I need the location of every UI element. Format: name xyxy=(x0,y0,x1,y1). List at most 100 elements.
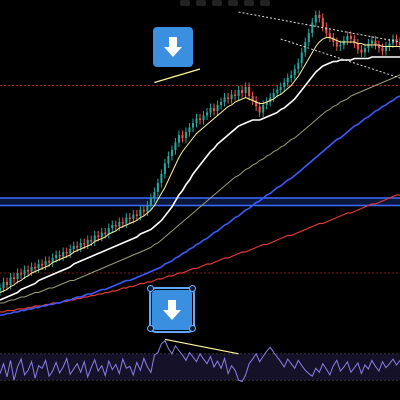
candle-body xyxy=(290,75,293,78)
candle-body xyxy=(321,18,324,27)
candle xyxy=(367,39,370,53)
selection-handle[interactable] xyxy=(189,325,196,332)
candle-body xyxy=(104,232,107,234)
candle-body xyxy=(174,142,177,150)
price-chart[interactable] xyxy=(0,0,400,330)
ma-red-line xyxy=(0,194,400,313)
candle-body xyxy=(363,48,366,53)
candle-body xyxy=(83,243,86,245)
candle xyxy=(69,244,72,258)
candle xyxy=(353,34,356,48)
selection-handle[interactable] xyxy=(147,285,154,292)
candle-body xyxy=(132,214,135,219)
candle xyxy=(128,213,131,224)
candle-body xyxy=(160,174,163,183)
candle xyxy=(388,39,391,51)
candle xyxy=(335,37,338,51)
candle-body xyxy=(367,43,370,48)
divergence-line-price xyxy=(154,68,201,84)
candle-body xyxy=(220,102,223,105)
candle-body xyxy=(311,22,314,33)
candle-body xyxy=(37,264,40,269)
candle-body xyxy=(241,90,244,93)
arrow-down-icon[interactable] xyxy=(149,287,195,333)
candle-body xyxy=(262,105,265,113)
candle-body xyxy=(370,40,373,44)
candle-body xyxy=(265,102,268,105)
candle-body xyxy=(223,97,226,102)
candle-body xyxy=(188,127,191,132)
candle-body xyxy=(48,261,51,263)
candle-body xyxy=(398,42,400,45)
candle-body xyxy=(395,39,398,42)
candle xyxy=(360,45,363,57)
oscillator-chart[interactable] xyxy=(0,334,400,400)
candle xyxy=(381,43,384,56)
oscillator-line xyxy=(0,339,400,383)
candle-body xyxy=(230,94,233,99)
toolbar-icon[interactable] xyxy=(244,0,254,6)
toolbar-icon[interactable] xyxy=(228,0,238,6)
candle xyxy=(212,103,216,116)
candle-body xyxy=(244,87,247,93)
candle xyxy=(30,262,33,276)
candle-body xyxy=(332,37,335,42)
candle xyxy=(37,259,40,273)
candle-body xyxy=(276,90,279,93)
candle-body xyxy=(346,36,349,41)
candle xyxy=(251,91,254,105)
candle xyxy=(188,123,191,137)
candle xyxy=(100,228,103,242)
toolbar-icon[interactable] xyxy=(260,0,270,6)
candle-body xyxy=(114,225,117,227)
candle-body xyxy=(65,252,68,254)
toolbar-icon[interactable] xyxy=(196,0,206,6)
selection-handle[interactable] xyxy=(189,285,196,292)
candle xyxy=(27,265,30,276)
candle-body xyxy=(79,243,82,248)
candle-body xyxy=(93,235,96,242)
candle-body xyxy=(307,33,310,42)
candle xyxy=(395,34,398,47)
candle xyxy=(51,253,54,267)
candle xyxy=(170,145,173,161)
candle-body xyxy=(384,46,388,51)
candle-body xyxy=(51,258,54,263)
candle xyxy=(12,273,16,284)
candle-body xyxy=(360,49,363,53)
ma-blue-line xyxy=(0,95,400,316)
candle-body xyxy=(198,118,202,120)
candle-body xyxy=(69,249,72,254)
divergence-line-oscillator xyxy=(164,338,239,355)
candle-body xyxy=(135,214,138,216)
toolbar-icon[interactable] xyxy=(180,0,190,6)
candle-body xyxy=(118,222,121,227)
candle-body xyxy=(86,240,89,245)
candle-body xyxy=(269,97,272,102)
toolbar-icon[interactable] xyxy=(212,0,222,6)
candle-body xyxy=(318,15,321,18)
selection-handle[interactable] xyxy=(147,325,154,332)
candle-body xyxy=(356,43,359,50)
candle xyxy=(79,238,82,252)
ma-white-line xyxy=(0,56,400,301)
candle xyxy=(234,90,237,101)
candle-body xyxy=(342,40,345,45)
candle xyxy=(328,28,331,42)
candle-body xyxy=(297,63,300,69)
candle-body xyxy=(374,40,377,45)
arrow-down-icon[interactable] xyxy=(153,27,193,67)
candle-body xyxy=(142,210,145,212)
candle-body xyxy=(41,264,44,266)
candle xyxy=(363,43,366,57)
candle xyxy=(0,283,2,296)
support-band xyxy=(0,198,400,206)
candle xyxy=(191,118,195,132)
candle-body xyxy=(191,123,195,128)
candle-body xyxy=(237,90,240,96)
wedge-top-line xyxy=(238,11,400,43)
candle xyxy=(286,73,289,87)
candle xyxy=(391,34,395,48)
candle xyxy=(149,193,152,210)
candle-body xyxy=(353,39,356,44)
